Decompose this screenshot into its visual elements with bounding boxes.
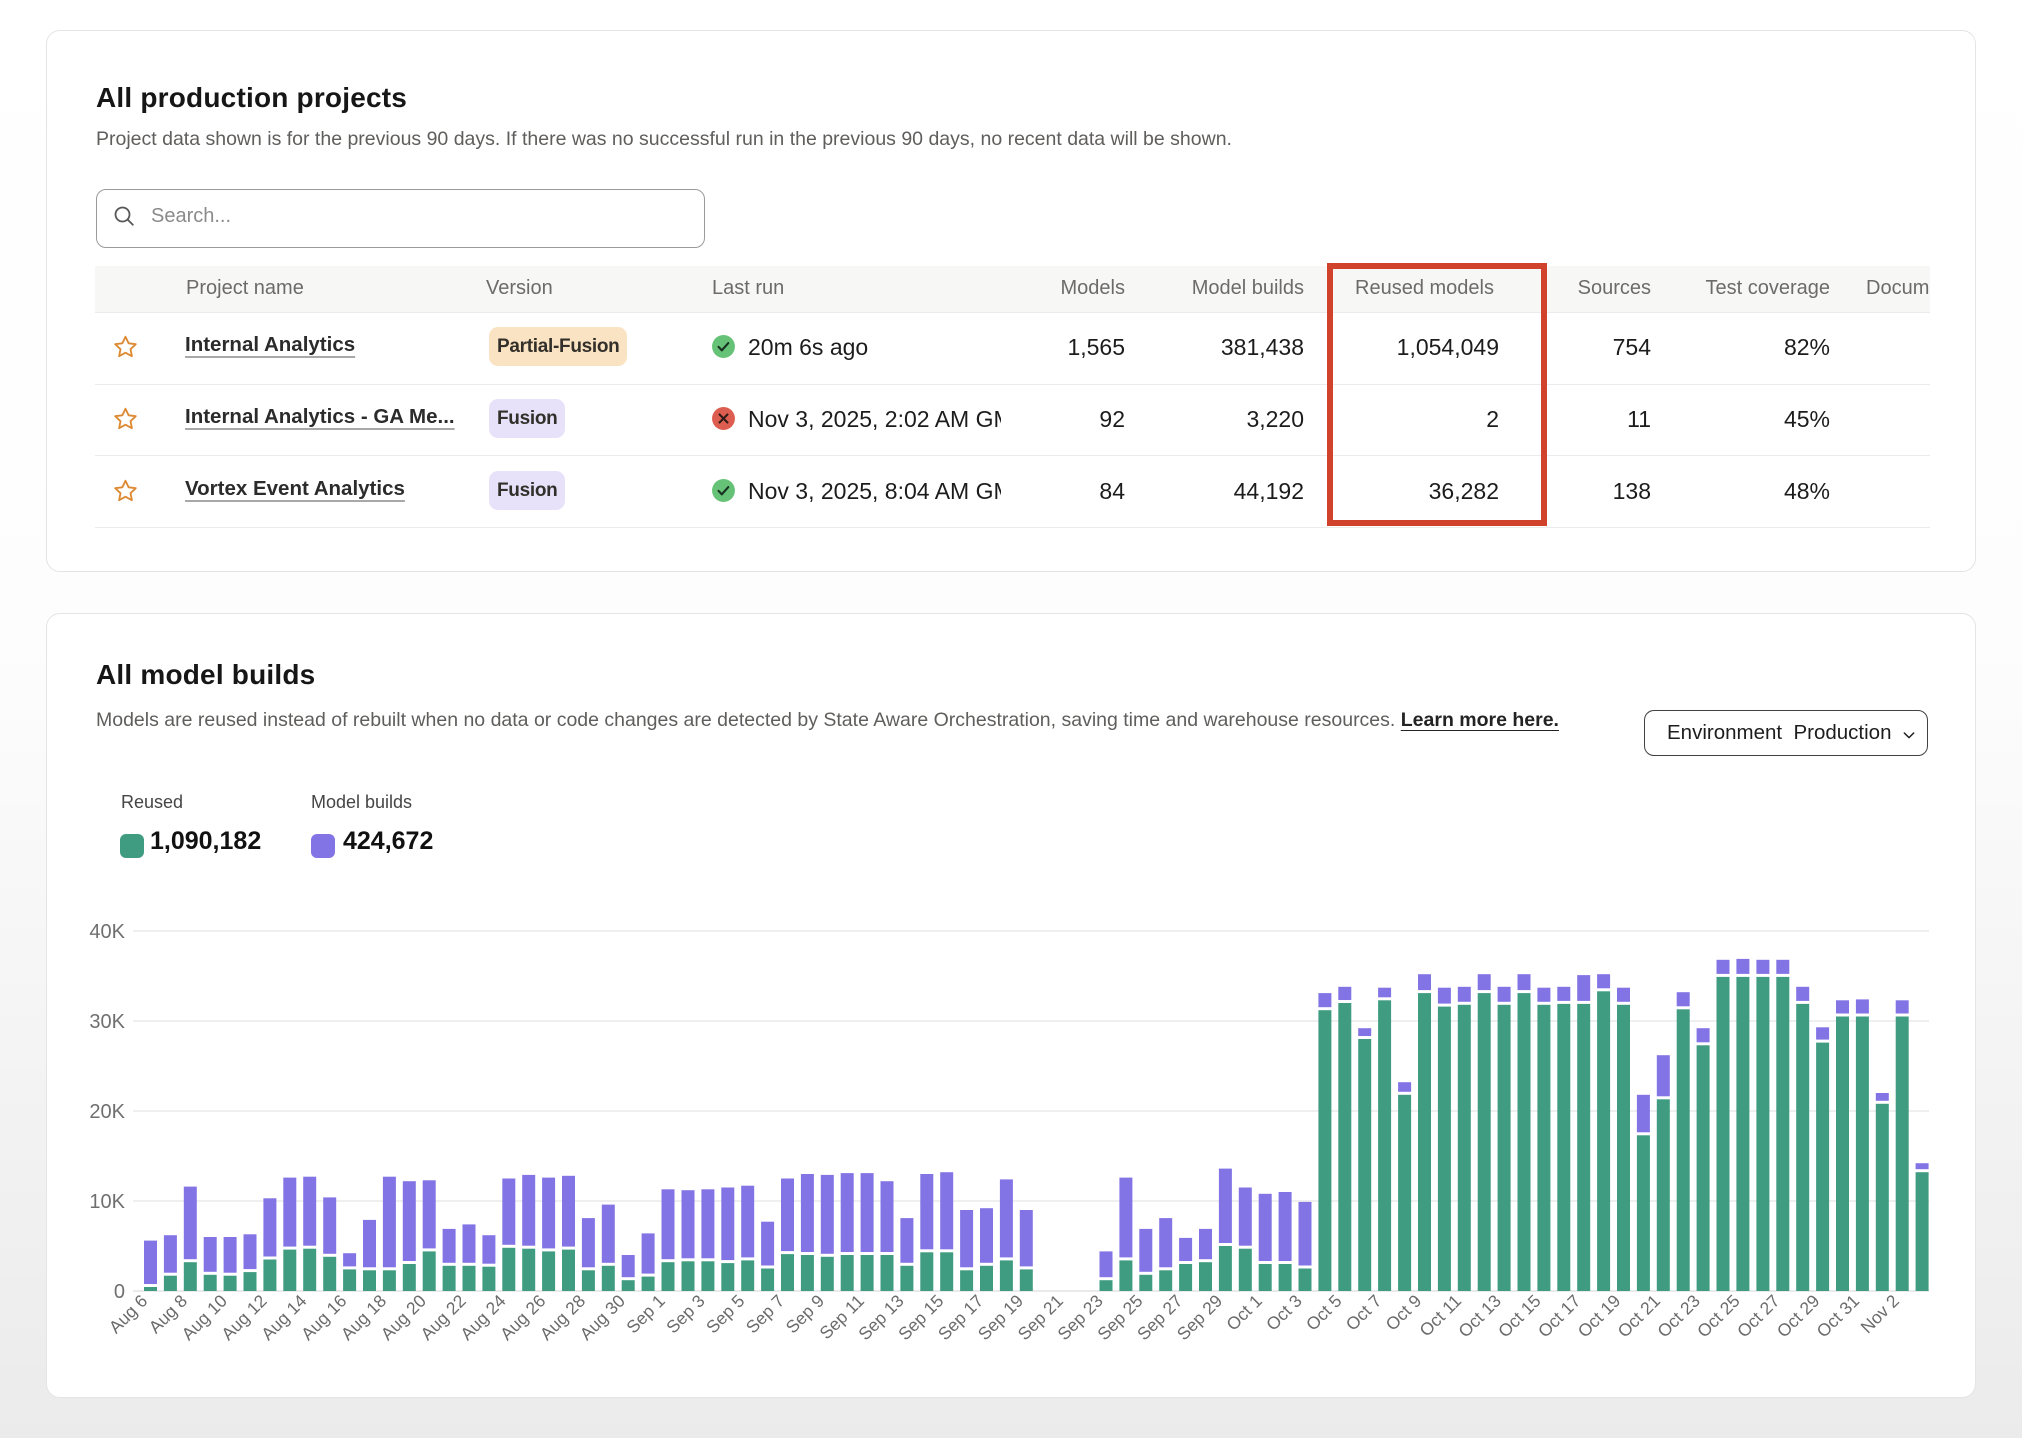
svg-text:Nov 2: Nov 2 [1857,1291,1903,1337]
svg-text:Sep 3: Sep 3 [662,1291,708,1337]
svg-text:Oct 1: Oct 1 [1222,1291,1266,1335]
svg-text:Oct 7: Oct 7 [1342,1291,1386,1335]
svg-text:Oct 13: Oct 13 [1454,1291,1505,1342]
svg-text:0: 0 [114,1281,125,1303]
svg-text:Oct 11: Oct 11 [1415,1291,1465,1341]
svg-text:30K: 30K [89,1011,125,1033]
svg-text:Oct 3: Oct 3 [1262,1291,1306,1335]
svg-text:Oct 19: Oct 19 [1574,1291,1625,1342]
svg-text:Aug 30: Aug 30 [576,1290,630,1344]
svg-text:40K: 40K [89,921,125,943]
svg-text:Oct 17: Oct 17 [1534,1291,1585,1342]
svg-text:Oct 15: Oct 15 [1494,1291,1545,1342]
svg-text:Oct 25: Oct 25 [1693,1291,1744,1342]
svg-text:20K: 20K [89,1101,125,1123]
svg-text:Oct 29: Oct 29 [1773,1291,1824,1342]
svg-text:10K: 10K [89,1191,125,1213]
svg-text:Sep 5: Sep 5 [702,1291,748,1337]
svg-text:Sep 29: Sep 29 [1173,1291,1226,1344]
svg-text:Sep 1: Sep 1 [622,1291,668,1337]
svg-text:Oct 5: Oct 5 [1302,1291,1346,1335]
svg-text:Sep 7: Sep 7 [742,1291,788,1337]
svg-text:Oct 23: Oct 23 [1653,1291,1704,1342]
svg-text:Oct 21: Oct 21 [1614,1291,1665,1342]
svg-text:Oct 27: Oct 27 [1733,1291,1784,1342]
svg-text:Aug 6: Aug 6 [105,1291,151,1337]
svg-text:Oct 31: Oct 31 [1813,1291,1864,1342]
